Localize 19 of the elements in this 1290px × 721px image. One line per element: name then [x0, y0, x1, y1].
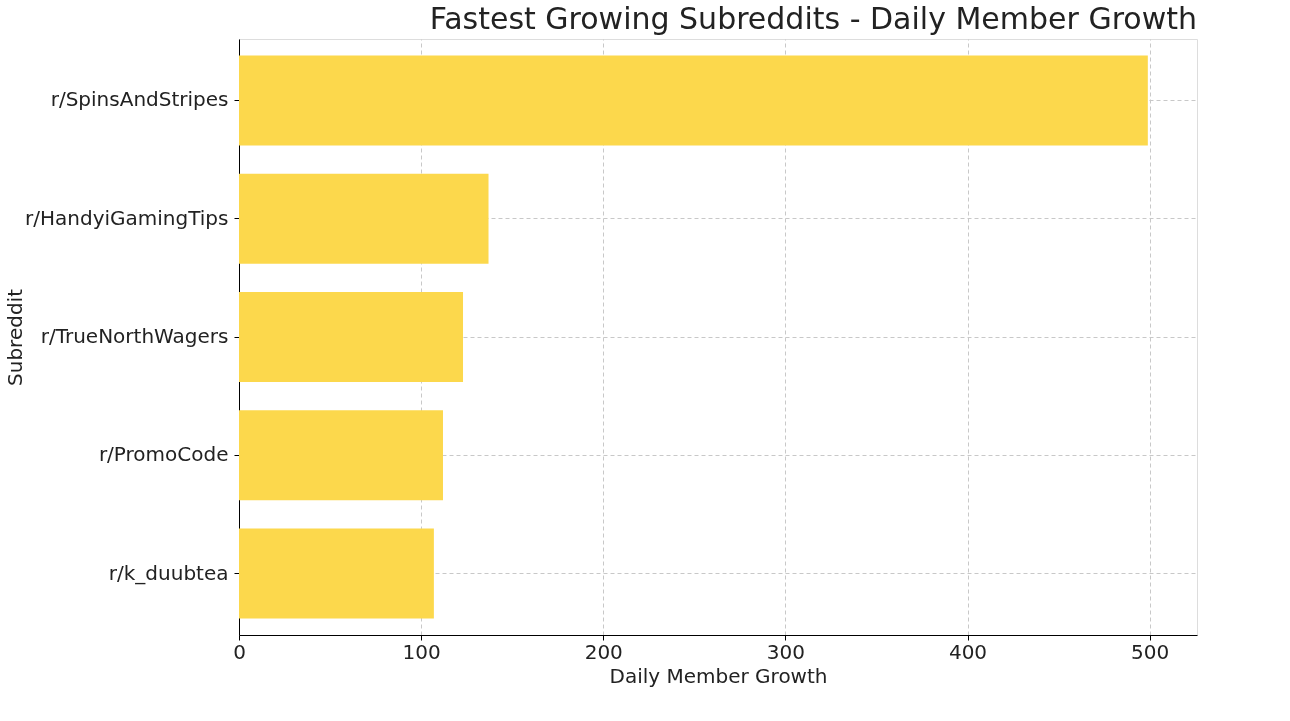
bar [239, 55, 1148, 146]
x-tick-label: 300 [766, 639, 805, 664]
bar [239, 528, 434, 619]
y-tick-label: r/SpinsAndStripes [50, 87, 229, 112]
x-tick-label: 400 [948, 639, 988, 664]
y-tick-label: r/PromoCode [98, 442, 229, 467]
y-tick-label: r/HandyiGamingTips [25, 205, 229, 230]
chart-title: Fastest Growing Subreddits - Daily Member Growth [429, 1, 1197, 36]
y-tick-label: r/TrueNorthWagers [40, 324, 229, 348]
x-tick-label: 500 [1131, 639, 1170, 664]
bar [239, 292, 464, 382]
x-tick-label: 100 [402, 639, 441, 664]
y-tick-label: r/k_duubtea [108, 560, 229, 585]
x-axis-title: Daily Member Growth [609, 663, 828, 688]
y-axis-title: Subreddit [2, 288, 27, 386]
bar [239, 410, 443, 501]
x-tick-label: 0 [233, 639, 246, 664]
x-tick-label: 200 [584, 639, 623, 664]
bar [239, 173, 489, 264]
